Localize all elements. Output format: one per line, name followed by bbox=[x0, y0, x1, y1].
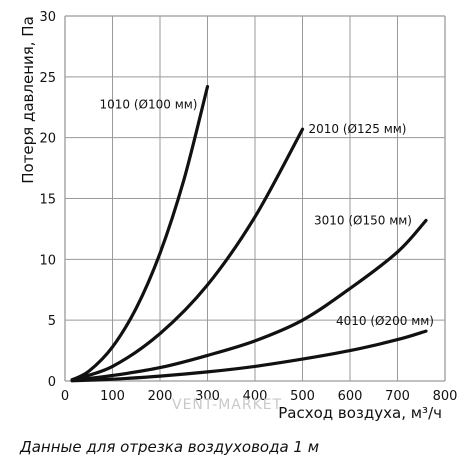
x-tick-label-0: 0 bbox=[61, 389, 69, 404]
series-label-1: 1010 (Ø100 мм) bbox=[100, 98, 198, 112]
series-line-1 bbox=[70, 85, 210, 382]
watermark-text: VENT-MARKET bbox=[172, 397, 282, 413]
y-tick-label-20: 20 bbox=[39, 132, 56, 147]
x-tick-label-100: 100 bbox=[100, 389, 125, 404]
chart-caption: Данные для отрезка воздуховода 1 м bbox=[20, 438, 320, 456]
series-label-2: 2010 (Ø125 мм) bbox=[309, 122, 407, 136]
x-tick-label-400: 400 bbox=[243, 389, 268, 404]
y-tick-label-30: 30 bbox=[39, 10, 56, 25]
series-label-3: 3010 (Ø150 мм) bbox=[314, 213, 412, 227]
series-label-4: 4010 (Ø200 мм) bbox=[336, 314, 434, 328]
y-tick-label-15: 15 bbox=[39, 193, 56, 208]
x-tick-label-600: 600 bbox=[338, 389, 363, 404]
series-line-3 bbox=[70, 218, 428, 382]
series-lines: 1010 (Ø100 мм) 2010 (Ø125 мм) 3010 (Ø150 м… bbox=[70, 85, 434, 383]
x-tick-label-700: 700 bbox=[385, 389, 410, 404]
tick-labels: 0 100 200 300 400 500 600 700 800 0 5 10 15 20 25 30 bbox=[39, 10, 457, 404]
x-tick-label-300: 300 bbox=[195, 389, 220, 404]
series-line-2 bbox=[70, 127, 305, 382]
x-axis-title: Расход воздуха, м³/ч bbox=[278, 404, 442, 422]
x-tick-label-200: 200 bbox=[148, 389, 173, 404]
x-tick-label-800: 800 bbox=[433, 389, 458, 404]
x-tick-label-500: 500 bbox=[290, 389, 315, 404]
y-axis-title: Потеря давления, Па bbox=[19, 16, 37, 184]
series-line-4 bbox=[70, 329, 428, 383]
y-tick-label-0: 0 bbox=[48, 375, 56, 390]
y-tick-label-25: 25 bbox=[39, 71, 56, 86]
y-tick-label-10: 10 bbox=[39, 253, 56, 268]
y-tick-label-5: 5 bbox=[48, 314, 56, 329]
